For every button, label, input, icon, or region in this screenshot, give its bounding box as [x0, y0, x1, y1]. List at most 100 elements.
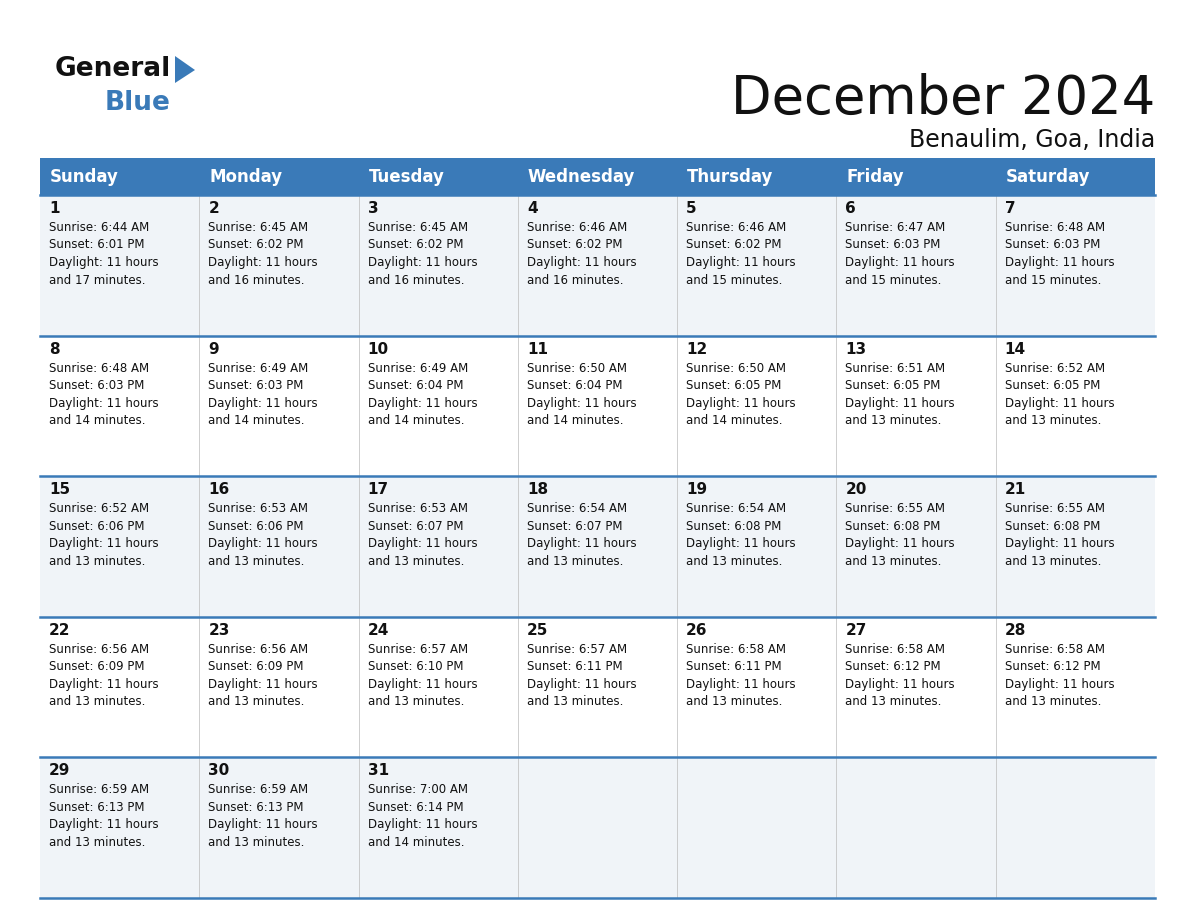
Text: Sunrise: 6:48 AM
Sunset: 6:03 PM
Daylight: 11 hours
and 14 minutes.: Sunrise: 6:48 AM Sunset: 6:03 PM Dayligh… — [49, 362, 159, 427]
Text: 26: 26 — [687, 622, 708, 638]
Bar — [359, 158, 518, 195]
Text: December 2024: December 2024 — [731, 73, 1155, 125]
Text: 1: 1 — [49, 201, 59, 216]
Text: Friday: Friday — [846, 167, 904, 185]
Bar — [677, 158, 836, 195]
Text: 12: 12 — [687, 341, 707, 356]
Text: 5: 5 — [687, 201, 697, 216]
Text: Sunrise: 6:54 AM
Sunset: 6:07 PM
Daylight: 11 hours
and 13 minutes.: Sunrise: 6:54 AM Sunset: 6:07 PM Dayligh… — [526, 502, 637, 567]
Bar — [677, 195, 836, 336]
Text: 7: 7 — [1005, 201, 1016, 216]
Text: Sunrise: 6:48 AM
Sunset: 6:03 PM
Daylight: 11 hours
and 15 minutes.: Sunrise: 6:48 AM Sunset: 6:03 PM Dayligh… — [1005, 221, 1114, 286]
Text: 6: 6 — [846, 201, 857, 216]
Text: Sunrise: 6:56 AM
Sunset: 6:09 PM
Daylight: 11 hours
and 13 minutes.: Sunrise: 6:56 AM Sunset: 6:09 PM Dayligh… — [49, 643, 159, 709]
Bar — [359, 757, 518, 898]
Text: Sunrise: 6:45 AM
Sunset: 6:02 PM
Daylight: 11 hours
and 16 minutes.: Sunrise: 6:45 AM Sunset: 6:02 PM Dayligh… — [208, 221, 318, 286]
Text: 2: 2 — [208, 201, 219, 216]
Bar — [40, 195, 200, 336]
Bar — [996, 336, 1155, 476]
Text: 19: 19 — [687, 482, 707, 498]
Bar — [836, 195, 996, 336]
Text: 25: 25 — [526, 622, 548, 638]
Text: 21: 21 — [1005, 482, 1026, 498]
Text: Sunrise: 6:58 AM
Sunset: 6:11 PM
Daylight: 11 hours
and 13 minutes.: Sunrise: 6:58 AM Sunset: 6:11 PM Dayligh… — [687, 643, 796, 709]
Text: 3: 3 — [367, 201, 378, 216]
Text: Sunday: Sunday — [50, 167, 119, 185]
Text: Sunrise: 6:56 AM
Sunset: 6:09 PM
Daylight: 11 hours
and 13 minutes.: Sunrise: 6:56 AM Sunset: 6:09 PM Dayligh… — [208, 643, 318, 709]
Bar — [200, 336, 359, 476]
Text: Benaulim, Goa, India: Benaulim, Goa, India — [909, 128, 1155, 152]
Bar — [836, 336, 996, 476]
Text: 28: 28 — [1005, 622, 1026, 638]
Polygon shape — [175, 56, 195, 83]
Text: 31: 31 — [367, 764, 388, 778]
Text: 22: 22 — [49, 622, 70, 638]
Text: Sunrise: 6:55 AM
Sunset: 6:08 PM
Daylight: 11 hours
and 13 minutes.: Sunrise: 6:55 AM Sunset: 6:08 PM Dayligh… — [1005, 502, 1114, 567]
Text: Sunrise: 6:59 AM
Sunset: 6:13 PM
Daylight: 11 hours
and 13 minutes.: Sunrise: 6:59 AM Sunset: 6:13 PM Dayligh… — [208, 783, 318, 849]
Text: 4: 4 — [526, 201, 537, 216]
Text: Sunrise: 6:57 AM
Sunset: 6:10 PM
Daylight: 11 hours
and 13 minutes.: Sunrise: 6:57 AM Sunset: 6:10 PM Dayligh… — [367, 643, 478, 709]
Bar — [40, 336, 200, 476]
Text: 8: 8 — [49, 341, 59, 356]
Bar — [518, 336, 677, 476]
Text: Saturday: Saturday — [1006, 167, 1091, 185]
Text: Sunrise: 6:44 AM
Sunset: 6:01 PM
Daylight: 11 hours
and 17 minutes.: Sunrise: 6:44 AM Sunset: 6:01 PM Dayligh… — [49, 221, 159, 286]
Text: Sunrise: 6:58 AM
Sunset: 6:12 PM
Daylight: 11 hours
and 13 minutes.: Sunrise: 6:58 AM Sunset: 6:12 PM Dayligh… — [1005, 643, 1114, 709]
Text: Sunrise: 6:55 AM
Sunset: 6:08 PM
Daylight: 11 hours
and 13 minutes.: Sunrise: 6:55 AM Sunset: 6:08 PM Dayligh… — [846, 502, 955, 567]
Text: Sunrise: 6:58 AM
Sunset: 6:12 PM
Daylight: 11 hours
and 13 minutes.: Sunrise: 6:58 AM Sunset: 6:12 PM Dayligh… — [846, 643, 955, 709]
Text: 13: 13 — [846, 341, 866, 356]
Text: Sunrise: 6:54 AM
Sunset: 6:08 PM
Daylight: 11 hours
and 13 minutes.: Sunrise: 6:54 AM Sunset: 6:08 PM Dayligh… — [687, 502, 796, 567]
Bar — [518, 158, 677, 195]
Bar — [996, 158, 1155, 195]
Bar — [359, 195, 518, 336]
Bar — [359, 336, 518, 476]
Bar — [836, 476, 996, 617]
Bar — [40, 617, 200, 757]
Text: Sunrise: 6:46 AM
Sunset: 6:02 PM
Daylight: 11 hours
and 16 minutes.: Sunrise: 6:46 AM Sunset: 6:02 PM Dayligh… — [526, 221, 637, 286]
Text: 9: 9 — [208, 341, 219, 356]
Text: Sunrise: 6:49 AM
Sunset: 6:03 PM
Daylight: 11 hours
and 14 minutes.: Sunrise: 6:49 AM Sunset: 6:03 PM Dayligh… — [208, 362, 318, 427]
Bar — [40, 158, 200, 195]
Bar — [200, 757, 359, 898]
Text: 18: 18 — [526, 482, 548, 498]
Text: 17: 17 — [367, 482, 388, 498]
Text: Monday: Monday — [209, 167, 283, 185]
Bar — [836, 757, 996, 898]
Bar — [518, 617, 677, 757]
Bar — [200, 476, 359, 617]
Bar — [40, 476, 200, 617]
Text: 11: 11 — [526, 341, 548, 356]
Bar — [677, 336, 836, 476]
Bar — [996, 476, 1155, 617]
Text: Tuesday: Tuesday — [368, 167, 444, 185]
Text: Sunrise: 6:45 AM
Sunset: 6:02 PM
Daylight: 11 hours
and 16 minutes.: Sunrise: 6:45 AM Sunset: 6:02 PM Dayligh… — [367, 221, 478, 286]
Text: Sunrise: 6:52 AM
Sunset: 6:05 PM
Daylight: 11 hours
and 13 minutes.: Sunrise: 6:52 AM Sunset: 6:05 PM Dayligh… — [1005, 362, 1114, 427]
Text: 24: 24 — [367, 622, 388, 638]
Bar — [200, 158, 359, 195]
Bar — [677, 476, 836, 617]
Bar — [200, 617, 359, 757]
Text: Sunrise: 6:47 AM
Sunset: 6:03 PM
Daylight: 11 hours
and 15 minutes.: Sunrise: 6:47 AM Sunset: 6:03 PM Dayligh… — [846, 221, 955, 286]
Text: Thursday: Thursday — [687, 167, 773, 185]
Text: 10: 10 — [367, 341, 388, 356]
Bar — [677, 617, 836, 757]
Text: General: General — [55, 56, 171, 82]
Text: 15: 15 — [49, 482, 70, 498]
Text: Sunrise: 6:51 AM
Sunset: 6:05 PM
Daylight: 11 hours
and 13 minutes.: Sunrise: 6:51 AM Sunset: 6:05 PM Dayligh… — [846, 362, 955, 427]
Bar — [518, 476, 677, 617]
Text: 30: 30 — [208, 764, 229, 778]
Text: Sunrise: 6:52 AM
Sunset: 6:06 PM
Daylight: 11 hours
and 13 minutes.: Sunrise: 6:52 AM Sunset: 6:06 PM Dayligh… — [49, 502, 159, 567]
Text: 20: 20 — [846, 482, 867, 498]
Bar — [518, 757, 677, 898]
Text: 27: 27 — [846, 622, 867, 638]
Text: 16: 16 — [208, 482, 229, 498]
Text: Sunrise: 6:50 AM
Sunset: 6:04 PM
Daylight: 11 hours
and 14 minutes.: Sunrise: 6:50 AM Sunset: 6:04 PM Dayligh… — [526, 362, 637, 427]
Text: Sunrise: 6:49 AM
Sunset: 6:04 PM
Daylight: 11 hours
and 14 minutes.: Sunrise: 6:49 AM Sunset: 6:04 PM Dayligh… — [367, 362, 478, 427]
Bar — [836, 617, 996, 757]
Text: 23: 23 — [208, 622, 229, 638]
Bar — [996, 757, 1155, 898]
Text: Sunrise: 6:59 AM
Sunset: 6:13 PM
Daylight: 11 hours
and 13 minutes.: Sunrise: 6:59 AM Sunset: 6:13 PM Dayligh… — [49, 783, 159, 849]
Bar — [40, 757, 200, 898]
Bar — [518, 195, 677, 336]
Text: Sunrise: 6:46 AM
Sunset: 6:02 PM
Daylight: 11 hours
and 15 minutes.: Sunrise: 6:46 AM Sunset: 6:02 PM Dayligh… — [687, 221, 796, 286]
